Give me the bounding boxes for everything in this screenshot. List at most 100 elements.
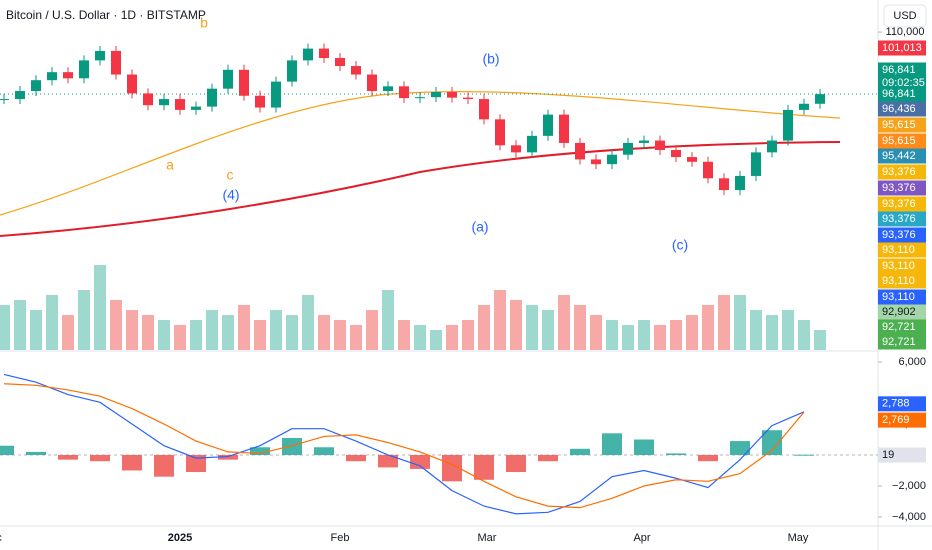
candle-body (255, 95, 265, 108)
volume-bar (750, 310, 762, 350)
price-tag (878, 273, 926, 289)
indicator-tag-label: 2,788 (882, 398, 910, 410)
candle-body (543, 114, 553, 136)
price-tag-label: 95,615 (882, 119, 916, 131)
y-tick-label: −2,000 (892, 480, 926, 492)
price-tag (878, 196, 926, 212)
candle-body (0, 99, 9, 101)
candle-body (639, 140, 649, 143)
volume-bar (462, 320, 474, 350)
price-tag (878, 211, 926, 227)
candle-body (735, 175, 745, 191)
candle-body (175, 99, 185, 110)
price-tag-label: 93,110 (882, 260, 915, 272)
currency-button[interactable] (883, 4, 927, 28)
y-tick-label: 110,000 (886, 26, 925, 38)
volume-bar (0, 305, 10, 350)
candle-body (463, 97, 473, 100)
candle-body (191, 106, 201, 110)
price-tag (878, 304, 926, 320)
volume-bar (62, 315, 74, 350)
indicator-tag (878, 412, 926, 428)
volume-bar (542, 310, 554, 350)
price-tag (878, 242, 926, 258)
candle-body (159, 99, 169, 106)
histogram-bar (762, 430, 782, 455)
wave-label: a (166, 157, 174, 173)
volume-bar (190, 320, 202, 350)
histogram-bar (346, 454, 366, 462)
candle-body (591, 159, 601, 165)
candle-body (527, 135, 537, 153)
y-tick-label: 6,000 (898, 356, 926, 368)
price-tag-label: 96,436 (882, 103, 916, 115)
wave-label: (4) (222, 187, 239, 203)
x-tick-label: May (788, 532, 809, 544)
volume-bar (478, 305, 490, 350)
volume-bar (206, 310, 218, 350)
volume-bar (350, 325, 362, 350)
volume-bar (718, 295, 730, 350)
candle-body (207, 88, 217, 107)
candle-body (431, 91, 441, 98)
candle-body (127, 74, 137, 94)
price-tag (878, 258, 926, 274)
volume-bar (782, 310, 794, 350)
candle-body (111, 50, 121, 75)
price-tag-label: 93,110 (882, 244, 915, 256)
currency[interactable]: USD (893, 10, 916, 22)
price-tag (878, 319, 926, 335)
price-tag (878, 133, 926, 149)
volume-bar (510, 300, 522, 350)
volume-bar (254, 320, 266, 350)
candle-body (815, 94, 825, 104)
candle-body (15, 91, 25, 100)
moving-average (0, 141, 841, 237)
histogram-bar (410, 454, 430, 469)
indicator-tag-label: 2,769 (882, 414, 910, 426)
volume-bar (686, 315, 698, 350)
volume-bar (574, 305, 586, 350)
candle-body (575, 142, 585, 160)
price-tag-label: 92,902 (882, 306, 916, 318)
volume-bar (798, 320, 810, 350)
volume-bar (78, 290, 90, 350)
price-tag (878, 117, 926, 133)
histogram-bar (602, 433, 622, 455)
price-tag (878, 62, 926, 91)
candle-body (47, 72, 57, 81)
volume-bar (302, 295, 314, 350)
price-tag (878, 101, 926, 117)
volume-bar (766, 315, 778, 350)
price-tag-label: 93,376 (882, 198, 916, 210)
candle-body (399, 86, 409, 99)
volume-bar (430, 330, 442, 350)
candle-body (671, 150, 681, 158)
histogram-bar (250, 447, 270, 455)
histogram-bar (666, 453, 686, 455)
candle-body (783, 109, 793, 141)
volume-bar (94, 265, 106, 350)
volume-bar (46, 295, 58, 350)
price-tag-label: 95,615 (882, 135, 916, 147)
volume-bar (366, 310, 378, 350)
price-tag-label: 93,376 (882, 182, 916, 194)
histogram-bar (538, 454, 558, 462)
candle-body (287, 60, 297, 82)
volume-bar (398, 320, 410, 350)
signal-line (3, 383, 805, 509)
price-tag-label: 93,110 (882, 275, 915, 287)
candle-body (799, 103, 809, 110)
price-tag (878, 289, 926, 305)
volume-bar (670, 320, 682, 350)
volume-bar (126, 310, 138, 350)
volume-bar (14, 300, 26, 350)
volume-bar (142, 315, 154, 350)
volume-bar (158, 320, 170, 350)
x-tick-label: Apr (633, 532, 650, 544)
volume-bar (814, 330, 826, 350)
candle-body (687, 157, 697, 162)
candle-body (143, 93, 153, 106)
price-tag (878, 334, 926, 350)
volume-bar (382, 290, 394, 350)
